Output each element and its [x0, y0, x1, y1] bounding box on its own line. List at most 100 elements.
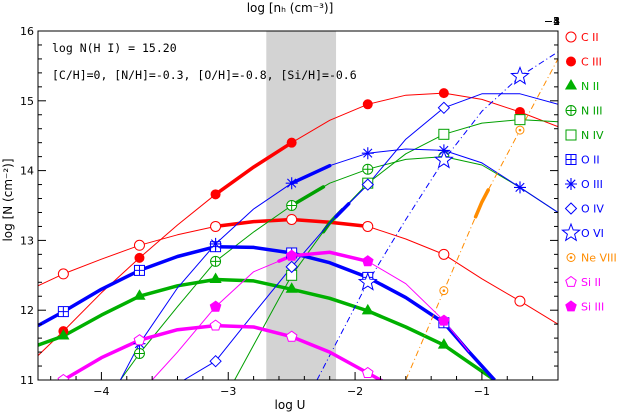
x-tick-label: −4 [93, 385, 109, 398]
marker-o-iv-3 [437, 101, 451, 115]
series-line-n-ii [38, 277, 496, 380]
x-axis-title: log U [275, 398, 306, 412]
marker-c-ii-5 [438, 248, 450, 260]
legend-marker-ne-viii [566, 253, 576, 262]
series-thick-n-iii-0 [289, 185, 326, 208]
y-tick-label: 11 [20, 374, 34, 387]
annotation-abundances: [C/H]=0, [N/H]=-0.3, [O/H]=-0.8, [Si/H]=… [52, 68, 357, 82]
legend-label-si-iii: Si III [581, 301, 604, 314]
legend-label-c-iii: C III [581, 56, 602, 69]
marker-si-ii-2 [209, 319, 222, 331]
legend-marker-n-iii [565, 105, 577, 116]
series-thick-si-iii-0 [277, 250, 370, 264]
marker-c-ii-4 [362, 220, 374, 232]
marker-si-iii-2 [361, 255, 374, 267]
marker-si-iii-3 [438, 314, 450, 326]
marker-si-ii-4 [361, 366, 374, 378]
series-markers [57, 65, 530, 380]
annotation-column-density: log N(H I) = 15.20 [52, 41, 177, 55]
marker-si-ii-1 [133, 334, 146, 346]
marker-n-iv-2 [438, 128, 450, 140]
legend-label-o-iii: O III [581, 178, 603, 191]
marker-n-iii-1 [210, 255, 222, 267]
series-thick-ne-viii-0 [473, 188, 490, 219]
y-axis-title: log [N (cm⁻²)] [1, 158, 15, 241]
series-thick-o-iii-0 [289, 163, 332, 185]
marker-o-vi-2 [510, 65, 530, 85]
marker-o-iii-3 [361, 147, 374, 160]
y-tick-label: 14 [20, 165, 34, 178]
top-tick-label: −5 [544, 15, 560, 28]
top-tick-label: −4 [544, 15, 560, 28]
legend-label-o-iv: O IV [581, 203, 604, 216]
series-thick-c-iii-0 [213, 140, 294, 197]
legend-label-ne-viii: Ne VIII [581, 252, 617, 265]
marker-o-iii-5 [514, 181, 526, 194]
legend-marker-o-iii [565, 178, 577, 190]
marker-o-iii-1 [209, 237, 222, 250]
marker-n-ii-4 [361, 303, 374, 315]
series-line-n-iv [234, 119, 558, 380]
legend-label-si-ii: Si II [581, 276, 601, 289]
legend-marker-c-iii [566, 56, 576, 67]
marker-o-ii-1 [133, 264, 145, 276]
top-tick-label: −1 [544, 15, 560, 28]
marker-n-ii-3 [285, 282, 298, 293]
legend-marker-si-ii [565, 275, 577, 287]
series-line-o-iv [183, 93, 558, 380]
marker-c-iii-5 [438, 88, 449, 99]
marker-n-iii-0 [133, 347, 145, 359]
marker-n-ii-2 [209, 272, 222, 283]
marker-c-iii-3 [286, 137, 297, 148]
series-line-o-ii [38, 244, 496, 380]
marker-c-ii-3 [286, 213, 298, 225]
legend-label-c-ii: C II [581, 31, 599, 44]
marker-o-iv-0 [209, 354, 222, 368]
series-thick-o-iv-0 [334, 202, 351, 219]
top-axis-title: log [nₕ (cm⁻³)] [247, 1, 334, 15]
marker-o-vi-0 [357, 271, 378, 291]
marker-c-iii-2 [210, 189, 221, 200]
x-tick-label: −1 [474, 385, 490, 398]
series-line-n-iii [119, 156, 558, 380]
marker-c-ii-1 [133, 239, 145, 251]
marker-o-ii-0 [57, 306, 69, 318]
series-line-ne-viii [405, 58, 558, 380]
legend-label-n-iii: N III [581, 105, 602, 118]
y-tick-label: 12 [20, 304, 34, 317]
top-tick-label: −3 [544, 15, 560, 28]
marker-n-ii-1 [133, 289, 146, 300]
marker-si-iii-1 [285, 249, 298, 261]
legend-marker-o-vi [561, 222, 581, 242]
marker-c-iii-4 [362, 99, 373, 110]
y-tick-label: 16 [20, 25, 34, 38]
legend-marker-n-iv [565, 129, 577, 141]
legend-marker-o-ii [565, 154, 577, 165]
legend-marker-si-iii [565, 300, 577, 312]
marker-si-ii-0 [57, 373, 70, 380]
marker-c-ii-6 [514, 295, 526, 307]
legend-marker-o-iv [564, 202, 578, 215]
marker-si-ii-3 [285, 330, 298, 342]
legend-label-o-ii: O II [581, 154, 600, 167]
y-tick-label: 15 [20, 95, 34, 108]
marker-o-iii-2 [285, 177, 298, 190]
marker-c-ii-2 [210, 220, 222, 232]
legend-marker-c-ii [565, 31, 577, 43]
y-tick-label: 13 [20, 234, 34, 247]
plot-frame [37, 30, 559, 381]
marker-o-vi-1 [433, 149, 454, 169]
marker-c-iii-1 [134, 252, 145, 263]
marker-ne-viii-0 [439, 286, 449, 296]
marker-n-iii-3 [362, 163, 374, 175]
series-line-o-vi [316, 51, 558, 380]
legend-marker-n-ii [564, 79, 578, 90]
x-tick-label: −2 [347, 385, 363, 398]
density-band [266, 31, 337, 380]
marker-n-ii-0 [57, 329, 70, 340]
marker-n-ii-5 [437, 338, 450, 349]
marker-si-iii-0 [209, 300, 222, 312]
shaded-band [266, 31, 337, 380]
